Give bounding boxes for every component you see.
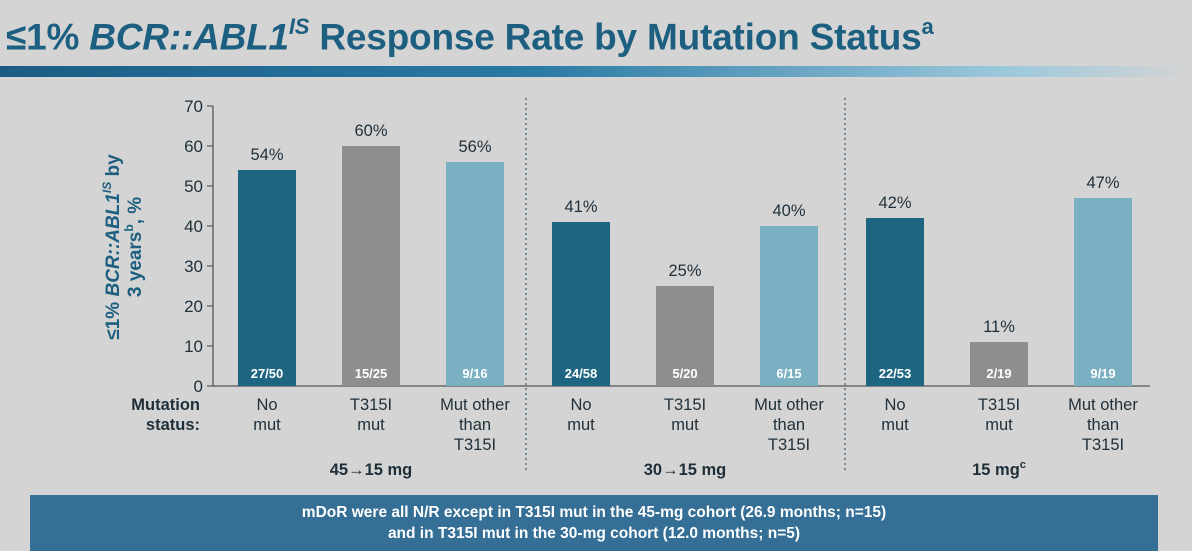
x-category-label-line: Mut other	[754, 396, 824, 414]
group-dose-label-sup: c	[1020, 459, 1026, 471]
x-category-label-line: than	[1087, 416, 1119, 434]
x-category-label-line: No	[884, 396, 905, 414]
footer-note-line-1: mDoR were all N/R except in T315I mut in…	[301, 504, 887, 521]
x-category-label-line: than	[459, 416, 491, 434]
x-category-label-line: No	[256, 396, 277, 414]
bar-value-label: 47%	[1086, 174, 1119, 192]
group-dose-label: 45→15 mg	[330, 461, 413, 479]
group-dose-label-text: 45→15 mg	[330, 461, 413, 479]
bar-n-label: 27/50	[251, 366, 284, 381]
bar-n-label: 15/25	[355, 366, 388, 381]
svg-text:≤1% BCR::ABL1IS by: ≤1% BCR::ABL1IS by	[100, 154, 124, 340]
title-rest-sup: a	[921, 14, 934, 39]
x-category-label-line: T315I	[768, 436, 810, 454]
bar	[866, 218, 924, 386]
x-category-label-line: mut	[671, 416, 699, 434]
x-category-label-line: No	[570, 396, 591, 414]
bar-value-label: 40%	[772, 202, 805, 220]
group-dose-label-text: 30→15 mg	[644, 461, 727, 479]
title-gene: BCR::ABL1	[89, 16, 289, 58]
bar-n-label: 9/16	[462, 366, 487, 381]
x-category-label-line: T315I	[978, 396, 1020, 414]
bar	[238, 170, 296, 386]
group-dose-label: 30→15 mg	[644, 461, 727, 479]
x-category-label-line: T315I	[454, 436, 496, 454]
y-tick-label: 60	[184, 137, 203, 156]
x-category-label-line: mut	[881, 416, 909, 434]
y-tick-label: 70	[184, 97, 203, 116]
bar-n-label: 9/19	[1090, 366, 1115, 381]
bar-value-label: 41%	[564, 198, 597, 216]
bar-n-label: 22/53	[879, 366, 912, 381]
x-category-label-line: mut	[253, 416, 281, 434]
footer-note-line-2: and in T315I mut in the 30-mg cohort (12…	[387, 525, 801, 542]
group-dose-label-text: 15 mg	[972, 461, 1020, 479]
svg-text:3 yearsb, %: 3 yearsb, %	[122, 197, 146, 297]
x-category-label-line: T315I	[350, 396, 392, 414]
y-axis-label-tail: by	[103, 154, 124, 182]
footer-note-box: mDoR were all N/R except in T315I mut in…	[30, 495, 1158, 551]
bar-value-label: 60%	[354, 122, 387, 140]
y-tick-label: 20	[184, 297, 203, 316]
bar-value-label: 54%	[250, 146, 283, 164]
x-category-label-line: Mut other	[440, 396, 510, 414]
bar-layer	[238, 146, 1132, 386]
x-category-label-line: mut	[357, 416, 385, 434]
title-gene-sup: IS	[288, 14, 310, 39]
bar	[656, 286, 714, 386]
bar-value-label: 42%	[878, 194, 911, 212]
x-category-label-line: than	[773, 416, 805, 434]
y-tick-label: 0	[194, 377, 203, 396]
bar	[1074, 198, 1132, 386]
title-lead: ≤1%	[6, 16, 90, 58]
bar-n-label: 2/19	[986, 366, 1011, 381]
title-rest: Response Rate by Mutation Status	[309, 16, 922, 58]
bar-n-label: 24/58	[565, 366, 598, 381]
bar	[342, 146, 400, 386]
x-category-label-line: Mut other	[1068, 396, 1138, 414]
x-category-label-line: T315I	[1082, 436, 1124, 454]
bar-value-label: 25%	[668, 262, 701, 280]
label-layer: Mutation status: 54% 27/50 No mut 60% 15/25 T315…	[131, 122, 1138, 479]
bar	[552, 222, 610, 386]
bar-value-label: 11%	[983, 318, 1015, 336]
bar-value-label: 56%	[458, 138, 491, 156]
title-underline-bar	[0, 66, 1192, 77]
y-axis-label-gene-sup: IS	[100, 182, 114, 193]
x-category-label-line: mut	[567, 416, 595, 434]
y-axis-label: ≤1% BCR::ABL1IS by 3 yearsb, %	[100, 154, 146, 340]
y-axis-label-lead: ≤1%	[103, 297, 124, 340]
bar	[970, 342, 1028, 386]
x-category-label-line: mut	[985, 416, 1013, 434]
bar-chart: ≤1% BCR::ABL1IS by 3 yearsb, % 0 10 20 30 40…	[100, 97, 1150, 479]
x-category-label-line: T315I	[664, 396, 706, 414]
x-axis-title-line: status:	[146, 416, 200, 434]
y-axis-label-years: 3 years	[125, 232, 146, 298]
slide-title: ≤1% BCR::ABL1IS Response Rate by Mutatio…	[6, 14, 934, 58]
y-tick-label: 40	[184, 217, 203, 236]
bar	[446, 162, 504, 386]
group-dose-label: 15 mgc	[972, 459, 1026, 479]
y-axis-label-gene: BCR::ABL1	[103, 193, 124, 296]
axis-layer: 0 10 20 30 40 50 60 70	[184, 97, 1150, 470]
x-axis-title-line: Mutation	[131, 396, 200, 414]
y-tick-label: 30	[184, 257, 203, 276]
y-axis-label-years-sup: b	[122, 224, 136, 231]
y-axis-label-unit: , %	[125, 197, 146, 225]
y-tick-label: 10	[184, 337, 203, 356]
bar-n-label: 5/20	[672, 366, 697, 381]
bar-n-label: 6/15	[776, 366, 801, 381]
bar	[760, 226, 818, 386]
y-tick-label: 50	[184, 177, 203, 196]
